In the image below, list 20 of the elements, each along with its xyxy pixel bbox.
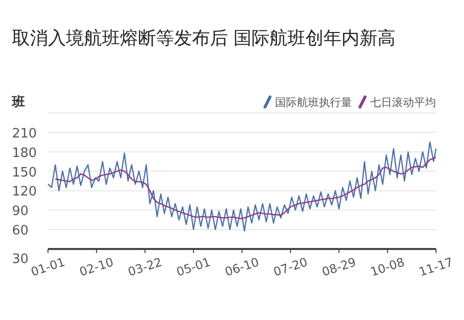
ytick: 180 — [12, 146, 37, 161]
xtick: 10-08 — [368, 254, 406, 280]
ytick: 30 — [12, 252, 29, 267]
xtick: 06-10 — [223, 254, 261, 280]
ytick: 210 — [12, 126, 37, 142]
ytick: 90 — [12, 204, 29, 220]
ylabel: 班 — [12, 95, 25, 110]
xtick: 01-01 — [29, 254, 67, 280]
legend-label: 七日滚动平均 — [370, 96, 436, 109]
xtick: 05-01 — [174, 254, 212, 280]
legend-label: 国际航班执行量 — [275, 96, 352, 109]
xtick: 11-17 — [417, 254, 455, 280]
xtick: 07-20 — [272, 254, 310, 280]
ytick: 60 — [12, 224, 29, 239]
ytick: 120 — [12, 184, 37, 200]
xtick: 03-22 — [126, 254, 164, 280]
title: 取消入境航班熔断等发布后 国际航班创年内新高 — [12, 28, 396, 49]
xtick: 08-29 — [320, 254, 358, 280]
xtick: 02-10 — [78, 254, 116, 280]
ytick: 150 — [12, 165, 37, 180]
